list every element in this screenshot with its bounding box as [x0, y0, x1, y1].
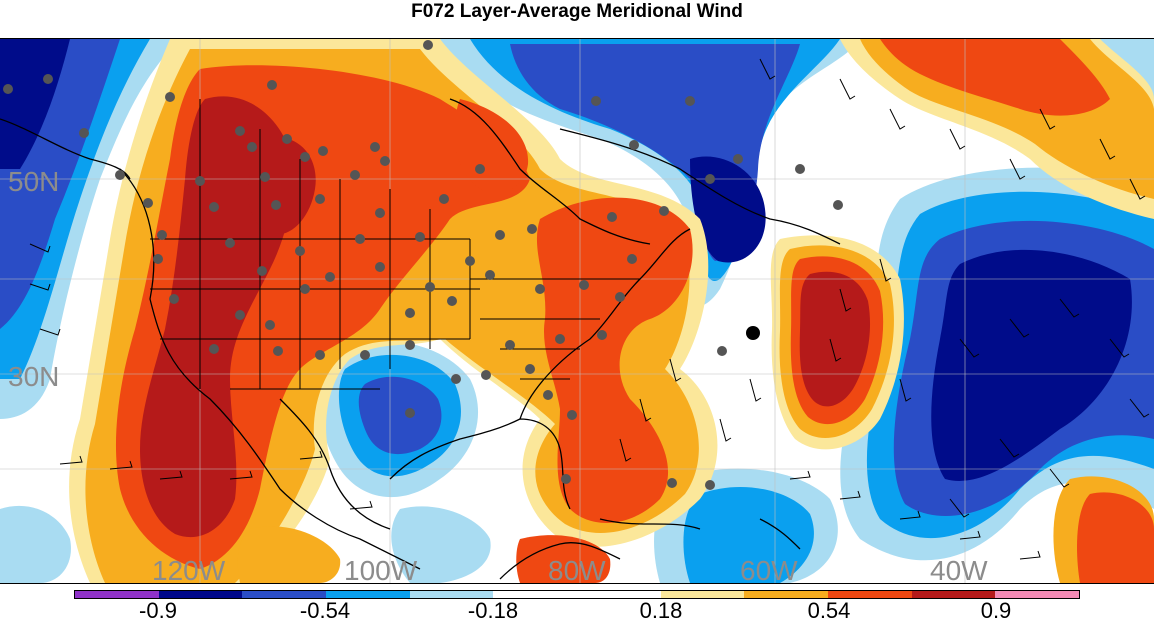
map-title: F072 Layer-Average Meridional Wind	[411, 1, 743, 22]
colorbar-tick-label: -0.54	[299, 598, 351, 623]
wind-barbs	[29, 58, 1150, 560]
colorbar-segment	[326, 591, 410, 598]
colorbar-segment	[242, 591, 327, 598]
colorbar-segment	[409, 591, 494, 598]
lon-label-100w: 100W	[344, 555, 418, 584]
colorbar-segment	[828, 591, 912, 598]
colorbar-segment	[158, 591, 243, 598]
station-dots	[3, 40, 843, 490]
colorbar-segment	[911, 591, 996, 598]
lon-label-80w: 80W	[548, 555, 606, 584]
lon-label-120w: 120W	[152, 555, 226, 584]
colorbar-segment	[995, 591, 1080, 598]
lat-label-30n: 30N	[8, 361, 60, 392]
highlight-station-dot	[746, 326, 760, 340]
state-borders	[150, 99, 640, 390]
colorbar-tick-label: 0.9	[980, 598, 1012, 623]
lat-label-50n: 50N	[8, 166, 60, 197]
colorbar-segment	[744, 591, 829, 598]
colorbar	[74, 590, 1080, 599]
colorbar-tick-label: 0.18	[639, 598, 683, 623]
colorbar-segment	[660, 591, 745, 598]
coastlines	[0, 98, 841, 580]
colorbar-tick-label: -0.18	[467, 598, 519, 623]
colorbar-segment	[493, 591, 578, 598]
positive-wind-regions	[69, 39, 1154, 583]
wind-field-map	[0, 39, 1154, 583]
lon-label-40w: 40W	[930, 555, 988, 584]
colorbar-tick-label: -0.9	[139, 598, 177, 623]
lon-label-60w: 60W	[740, 555, 798, 584]
colorbar-segment	[75, 591, 159, 598]
negative-wind-regions	[0, 39, 1154, 583]
colorbar-tick-label: 0.54	[807, 598, 851, 623]
colorbar-segment	[577, 591, 661, 598]
map-panel: 50N 30N 120W 100W 80W 60W 40W	[0, 38, 1154, 584]
